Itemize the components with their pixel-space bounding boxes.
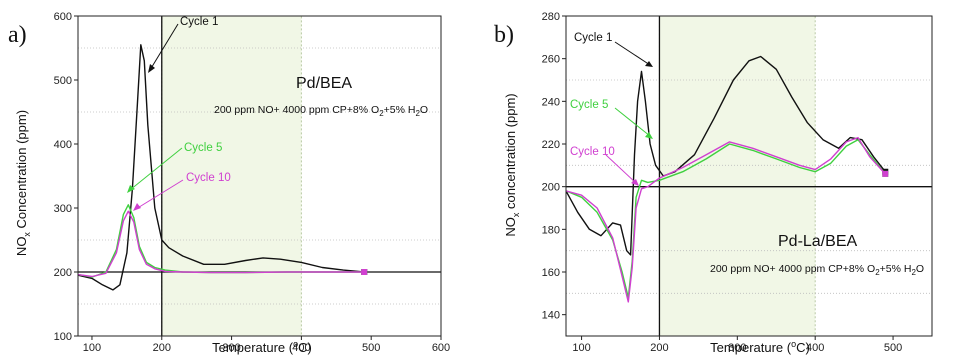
panel-b-letter: b): [494, 22, 514, 48]
panel-b-series-cycle-10-end-marker: [882, 170, 889, 177]
panel-b-ytick-label: 180: [542, 224, 560, 236]
panel-a-ytick-label: 200: [54, 267, 72, 279]
panel-a-cycle5-arrow: [129, 147, 183, 191]
panel-a-cycle10-arrowhead: [133, 203, 141, 211]
panel-b-xtick-label: 500: [884, 342, 902, 354]
panel-a-cycle1-arrow: [149, 23, 179, 71]
panel-a-subtitle-sub-h2: 2: [415, 109, 420, 118]
panel-a-series-cycle-10-end-marker: [361, 269, 368, 275]
panel-a-ytick-label: 600: [54, 11, 72, 23]
panel-a-cycle1-arrowhead: [148, 64, 155, 73]
panel-b-cycle10-arrow: [605, 154, 637, 184]
panel-b-cycle5-arrowhead: [645, 132, 653, 139]
panel-a-ylabel-end: Concentration (ppm): [14, 110, 29, 232]
panel-b-cycle1-arrow: [614, 41, 651, 66]
panel-a-xtick-label: 100: [83, 342, 101, 354]
panel-b-cycle5-arrow: [614, 107, 651, 137]
panel-a-title: Pd/BEA: [296, 75, 352, 92]
panel-a-subtitle-main: 200 ppm NO+ 4000 ppm CP+8% O: [214, 104, 379, 116]
panel-a-xtick-label: 500: [362, 342, 380, 354]
panel-a-ytick-label: 100: [54, 331, 72, 343]
panel-a-letter: a): [8, 22, 27, 48]
panel-a-xlabel-sup: o: [293, 339, 298, 349]
panel-a-cycle10-annotation: Cycle 10: [186, 172, 231, 184]
panel-b-x-axis-label: Temperature (oC): [710, 339, 810, 355]
panel-a-xtick-label: 400: [292, 342, 310, 354]
panel-b-chart: 100 200 300 400 500140160180200220240260280 …: [494, 11, 933, 355]
panel-b-xtick-label: 200: [650, 342, 668, 354]
panel-a-series-group: [77, 44, 368, 291]
panel-b-title: Pd-La/BEA: [778, 233, 857, 250]
panel-a-y-axis-label: NOx Concentration (ppm): [14, 110, 32, 256]
panel-a-xtick-label: 600: [432, 342, 450, 354]
panel-b-cycle1-annotation: Cycle 1: [574, 32, 612, 44]
panel-b-ticks: 100 200 300 400 500 140 160 180 200 220 240 260 280: [542, 11, 903, 354]
panel-b-ylabel-sub: x: [511, 212, 521, 217]
panel-a-series-cycle-10-line: [77, 210, 365, 278]
panel-a-subtitle: 200 ppm NO+ 4000 ppm CP+8% O2+5% H2O: [214, 104, 428, 118]
panel-b-xlabel-main: Temperature (: [710, 340, 792, 355]
panel-b-cycle5-annotation: Cycle 5: [570, 99, 608, 111]
panel-a-ticks: 100 200 300 400 500 600 100 200 300 400 500 600: [54, 11, 451, 354]
panel-a-cycle5-annotation: Cycle 5: [184, 142, 222, 154]
panel-b-subtitle-end: O: [916, 263, 924, 275]
panel-a-xlabel-end: C): [298, 340, 312, 355]
panel-b-xlabel-sup: o: [791, 339, 796, 349]
panel-b-cycle1-arrowhead: [645, 61, 653, 67]
panel-b-xtick-label: 300: [728, 342, 746, 354]
panel-a-subtitle-sub-o2: 2: [379, 109, 384, 118]
panel-b-series-cycle-10-line: [565, 136, 886, 303]
panel-b-subtitle-sub-h2: 2: [911, 268, 916, 277]
panel-b-subtitle-main: 200 ppm NO+ 4000 ppm CP+8% O: [710, 263, 875, 275]
panel-b-ylabel-main: NO: [503, 217, 518, 237]
panel-a-xlabel-main: Temperature (: [212, 340, 294, 355]
panel-a-xtick-label: 200: [153, 342, 171, 354]
panel-b-y-axis-label: NOx concentration (ppm): [503, 93, 521, 236]
panel-a-cycle10-arrow: [135, 179, 184, 210]
panel-a-ylabel-sub: x: [22, 232, 32, 237]
panel-a-cycle5-arrowhead: [127, 185, 135, 193]
panel-b-ytick-label: 200: [542, 182, 560, 194]
panel-a-ytick-label: 500: [54, 75, 72, 87]
panel-b-ylabel-end: concentration (ppm): [503, 93, 518, 212]
panel-a-ytick-label: 300: [54, 203, 72, 215]
panel-b-xtick-label: 400: [806, 342, 824, 354]
panel-a-x-axis-label: Temperature (oC): [212, 339, 312, 355]
panel-b-ytick-label: 280: [542, 11, 560, 23]
panel-b-shaded-region: [658, 15, 816, 337]
panel-b-xlabel-end: C): [796, 340, 810, 355]
panel-a-subtitle-end: O: [420, 104, 428, 116]
panel-a-xtick-label: 300: [222, 342, 240, 354]
panel-a-ytick-label: 400: [54, 139, 72, 151]
panel-a-series-cycle-1-line: [77, 44, 365, 291]
panel-b-ytick-label: 220: [542, 139, 560, 151]
panel-a-subtitle-mid: +5% H: [384, 104, 416, 116]
panel-b-ytick-label: 160: [542, 267, 560, 279]
panel-b-ytick-label: 260: [542, 54, 560, 66]
panel-b-subtitle-sub-o2: 2: [875, 268, 880, 277]
panel-a-ylabel-main: NO: [14, 237, 29, 257]
panel-b-series-group: [565, 55, 889, 303]
panel-b-cycle10-arrowhead: [631, 179, 639, 186]
panel-a-shaded-region: [161, 15, 302, 337]
panel-b-subtitle-mid: +5% H: [880, 263, 912, 275]
panel-b-cycle10-annotation: Cycle 10: [570, 146, 615, 158]
panel-b-subtitle: 200 ppm NO+ 4000 ppm CP+8% O2+5% H2O: [710, 263, 924, 277]
panel-b-ytick-label: 140: [542, 310, 560, 322]
panel-a-cycle1-annotation: Cycle 1: [180, 16, 218, 28]
panel-a-plot-frame: [77, 15, 442, 337]
panel-b-ytick-label: 240: [542, 96, 560, 108]
panel-b-plot-frame: [565, 15, 933, 337]
panel-b-xtick-label: 100: [572, 342, 590, 354]
